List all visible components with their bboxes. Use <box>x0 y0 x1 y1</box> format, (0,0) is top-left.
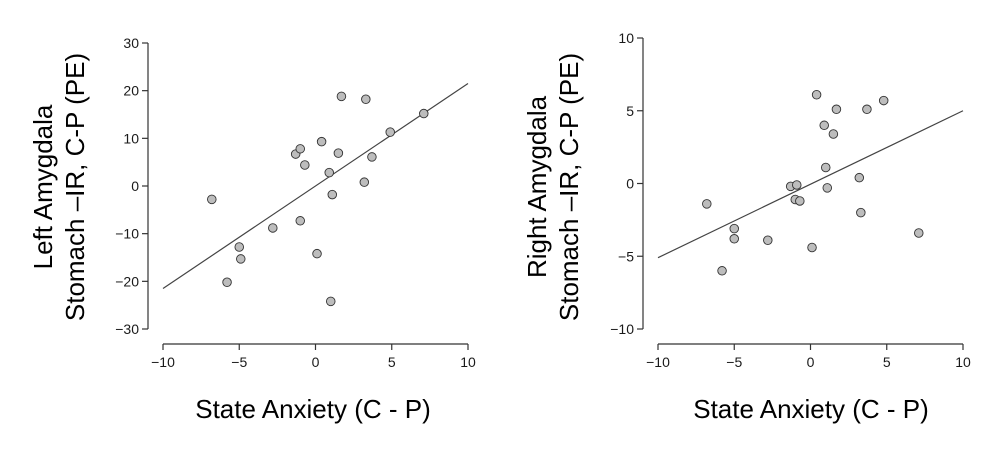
left-data-point <box>359 177 370 187</box>
left-x-tick-label: 10 <box>460 354 476 370</box>
left-x-tick-label: 5 <box>388 354 396 370</box>
left-y-tick-label: −10 <box>115 226 139 242</box>
left-x-tick-label: −10 <box>151 354 175 370</box>
right-data-point <box>795 196 805 206</box>
right-y-axis-title-line2: Stomach –IR, C-P (PE) <box>554 53 584 321</box>
left-y-axis-title-line1: Left Amygdala <box>28 104 58 269</box>
left-y-tick-label: −20 <box>115 273 139 289</box>
right-data-point <box>792 180 802 190</box>
right-y-axis-title-line1: Right Amygdala <box>522 95 552 278</box>
left-data-point <box>234 242 244 252</box>
right-x-tick-label: −5 <box>726 354 742 370</box>
left-panel: −30 −20 −10 0 10 20 30 −10 −5 0 5 10 State Anxiety … <box>28 35 476 424</box>
left-y-tick-label: 30 <box>123 35 139 51</box>
left-y-tick-label: 20 <box>123 83 139 99</box>
left-y-tick-label: 10 <box>123 130 139 146</box>
right-y-tick-label: 5 <box>626 103 634 119</box>
left-data-point <box>367 152 377 162</box>
left-data-point <box>236 254 246 264</box>
left-data-point <box>207 194 217 205</box>
right-data-point <box>856 207 866 218</box>
right-x-tick-label: 0 <box>807 354 815 370</box>
right-data-point <box>878 95 889 106</box>
left-data-point <box>361 94 371 104</box>
right-y-tick-label: −5 <box>618 248 634 264</box>
right-x-tick-label: 10 <box>955 354 971 370</box>
right-regression-line <box>657 110 964 259</box>
left-data-point <box>312 248 322 259</box>
left-x-tick-label: −5 <box>231 354 247 370</box>
left-data-point <box>327 189 338 200</box>
right-data-point <box>717 266 727 276</box>
right-y-tick-label: 10 <box>618 30 634 46</box>
right-data-point <box>763 235 773 245</box>
left-data-point <box>316 136 327 147</box>
left-data-point <box>419 108 429 119</box>
left-y-axis-title-line2: Stomach –IR, C-P (PE) <box>60 53 90 321</box>
left-data-point <box>295 144 306 154</box>
left-data-point <box>326 296 336 307</box>
right-x-axis-title: State Anxiety (C - P) <box>693 394 929 424</box>
right-x-tick-label: 5 <box>883 354 891 370</box>
left-data-point <box>333 148 344 158</box>
right-y-tick-label: 0 <box>626 176 634 192</box>
right-data-point <box>729 234 740 244</box>
left-y-tick-label: 0 <box>131 178 139 194</box>
right-data-point <box>819 120 829 131</box>
left-plot-area: −30 −20 −10 0 10 20 30 −10 −5 0 5 10 <box>115 35 476 370</box>
right-panel: −10 −5 0 5 10 −10 −5 0 5 10 State Anxiety (C - P)… <box>522 30 971 424</box>
right-plot-area: −10 −5 0 5 10 −10 −5 0 5 10 <box>610 30 971 370</box>
right-data-point <box>914 228 924 238</box>
left-data-point <box>336 91 347 102</box>
left-regression-line <box>162 83 469 289</box>
right-data-point <box>702 199 712 209</box>
right-data-point <box>811 89 822 100</box>
left-data-point <box>300 160 310 170</box>
right-data-point <box>862 104 872 115</box>
left-data-point <box>324 167 334 178</box>
right-data-point <box>729 223 740 234</box>
right-data-point <box>821 162 831 173</box>
right-data-point <box>854 172 865 183</box>
right-y-tick-label: −10 <box>610 321 634 337</box>
left-data-point <box>222 277 232 288</box>
left-x-axis-title: State Anxiety (C - P) <box>195 394 431 424</box>
left-y-tick-label: −30 <box>115 321 139 337</box>
right-data-point <box>807 242 817 253</box>
left-data-point <box>268 223 278 233</box>
left-x-tick-label: 0 <box>312 354 320 370</box>
right-data-point <box>831 104 842 115</box>
right-data-point <box>822 183 833 193</box>
left-data-point <box>295 216 306 226</box>
right-x-tick-label: −10 <box>646 354 670 370</box>
left-data-point <box>385 127 395 137</box>
right-data-point <box>828 129 839 139</box>
